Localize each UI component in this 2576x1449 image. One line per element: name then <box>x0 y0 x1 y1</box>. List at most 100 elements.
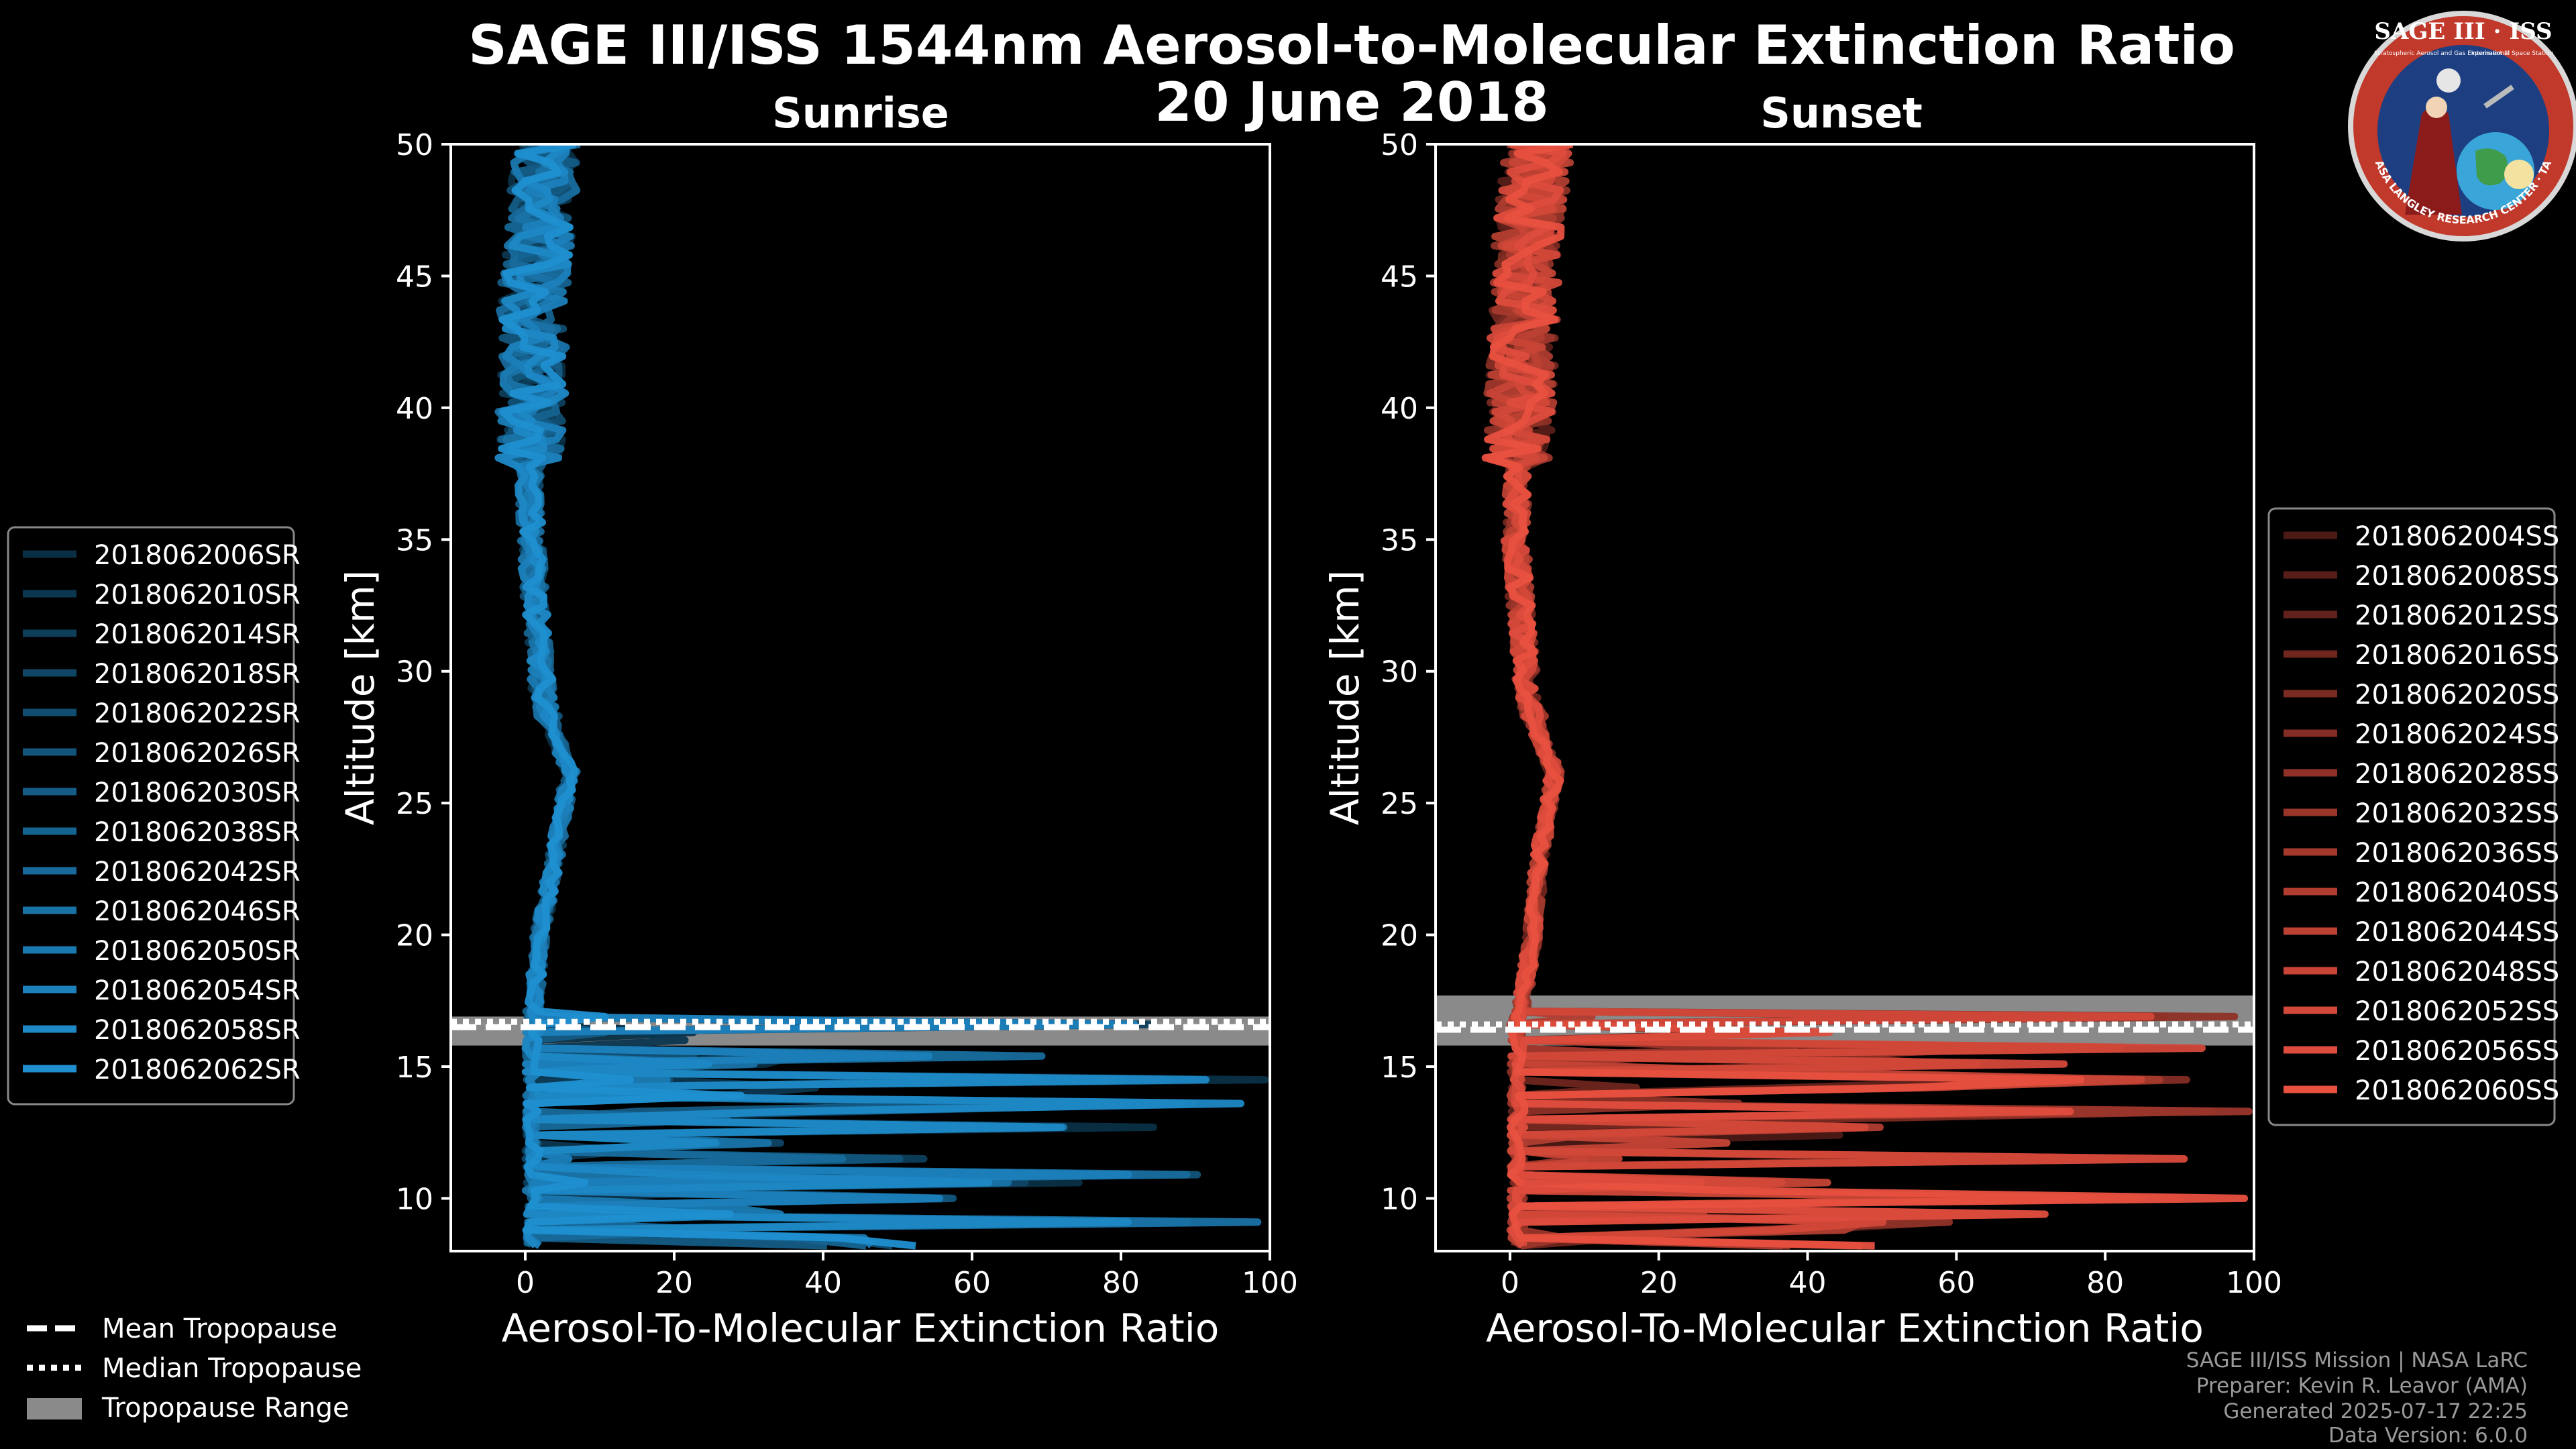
legend-label: 2018062056SS <box>2355 1036 2559 1067</box>
legend-label: 2018062016SS <box>2355 640 2559 671</box>
continent-icon <box>2475 148 2508 186</box>
logo-title: SAGE III · ISS <box>2374 18 2552 45</box>
legend-label: 2018062060SS <box>2355 1075 2559 1106</box>
sunrise-legend: 2018062006SR 2018062010SR 2018062014SR 2018… <box>7 526 301 1106</box>
figure-title: SAGE III/ISS 1544nm Aerosol-to-Molecular… <box>468 14 2235 76</box>
legend-label: 2018062040SS <box>2355 877 2559 908</box>
moon-icon <box>2436 68 2461 93</box>
sunset-panel: Sunset 10 15 20 25 30 35 40 45 50 0 20 40 60 80 100 Aero… <box>1322 89 2282 1351</box>
tropopause-range-swatch <box>27 1398 82 1419</box>
x-tick-label: 0 <box>516 1266 535 1300</box>
y-tick-label: 45 <box>396 260 433 294</box>
x-axis-label: Aerosol-To-Molecular Extinction Ratio <box>502 1305 1220 1351</box>
tropopause-range-label: Tropopause Range <box>101 1393 350 1424</box>
legend-label: 2018062020SS <box>2355 680 2559 710</box>
y-tick-label: 45 <box>1381 260 1418 294</box>
figure-date: 20 June 2018 <box>1155 71 1549 133</box>
series-line-2018062058SR <box>494 144 1245 1248</box>
legend-label: 2018062050SR <box>94 936 301 967</box>
y-tick-label: 25 <box>1381 787 1418 821</box>
median-tropopause-label: Median Tropopause <box>102 1353 362 1384</box>
tropopause-legend: Mean Tropopause Median Tropopause Tropop… <box>27 1313 362 1424</box>
sunset-legend: 2018062004SS 2018062008SS 2018062012SS 2018… <box>2267 507 2559 1126</box>
series-line-2018062056SS <box>1485 144 2074 1248</box>
y-tick-label: 20 <box>1381 919 1418 953</box>
legend-box <box>7 526 295 1106</box>
series-group <box>1481 144 2253 1250</box>
legend-label: 2018062018SR <box>94 659 301 690</box>
plot-frame <box>449 143 1271 1252</box>
y-tick-label: 15 <box>396 1051 433 1085</box>
y-tick-label: 30 <box>1381 655 1418 690</box>
credit-version: Data Version: 6.0.0 <box>2328 1424 2528 1448</box>
legend-label: 2018062024SS <box>2355 719 2559 750</box>
plot-frame <box>1434 143 2255 1252</box>
sunrise-panel: Sunrise 10 15 20 25 30 35 40 45 50 0 20 40 60 80 100 Aer… <box>337 89 1298 1351</box>
panel-title: Sunrise <box>772 89 949 138</box>
legend-label: 2018062062SR <box>94 1055 301 1085</box>
y-tick-label: 15 <box>1381 1051 1418 1085</box>
legend-label: 2018062030SR <box>94 777 301 808</box>
y-tick-label: 20 <box>396 919 433 953</box>
sun-icon <box>2504 160 2534 189</box>
legend-label: 2018062028SS <box>2355 759 2559 790</box>
logo-subtitle-1: Stratospheric Aerosol and Gas Experiment… <box>2374 50 2510 57</box>
y-tick-label: 35 <box>396 523 433 557</box>
y-tick-label: 30 <box>396 655 433 690</box>
y-tick-label: 10 <box>396 1182 433 1216</box>
x-tick-label: 0 <box>1501 1266 1519 1300</box>
legend-label: 2018062052SS <box>2355 996 2559 1027</box>
x-tick-label: 80 <box>2086 1266 2124 1300</box>
legend-label: 2018062042SR <box>94 857 301 888</box>
x-tick-label: 20 <box>655 1266 693 1300</box>
y-tick-label: 35 <box>1381 523 1418 557</box>
credit-generated: Generated 2025-07-17 22:25 <box>2223 1399 2528 1424</box>
legend-box <box>2267 507 2556 1126</box>
legend-label: 2018062026SR <box>94 738 301 769</box>
y-tick-label: 50 <box>396 128 433 162</box>
y-axis-label: Altitude [km] <box>337 570 383 825</box>
x-tick-label: 20 <box>1640 1266 1678 1300</box>
x-tick-label: 40 <box>804 1266 842 1300</box>
panel-title: Sunset <box>1760 89 1923 138</box>
legend-label: 2018062046SR <box>94 896 301 927</box>
x-axis-label: Aerosol-To-Molecular Extinction Ratio <box>1486 1305 2204 1351</box>
series-line-2018062060SS <box>1481 144 2249 1250</box>
y-tick-label: 10 <box>1381 1182 1418 1216</box>
legend-label: 2018062010SR <box>94 580 301 610</box>
x-tick-label: 100 <box>1242 1266 1298 1300</box>
legend-label: 2018062036SS <box>2355 838 2559 869</box>
y-axis-label: Altitude [km] <box>1322 570 1368 825</box>
legend-label: 2018062022SR <box>94 698 301 729</box>
series-line-2018062062SR <box>498 144 916 1250</box>
legend-label: 2018062044SS <box>2355 917 2559 948</box>
legend-label: 2018062038SR <box>94 817 301 848</box>
logo-subtitle-2: International Space Station <box>2471 50 2554 57</box>
x-tick-label: 60 <box>953 1266 991 1300</box>
y-tick-label: 40 <box>1381 392 1418 426</box>
legend-label: 2018062008SS <box>2355 561 2559 592</box>
iss-icon <box>2483 85 2514 109</box>
legend-label: 2018062032SS <box>2355 798 2559 829</box>
x-tick-label: 100 <box>2226 1266 2282 1300</box>
mean-tropopause-label: Mean Tropopause <box>102 1313 337 1344</box>
legend-label: 2018062004SS <box>2355 521 2559 552</box>
series-group <box>494 144 1269 1250</box>
legend-label: 2018062012SS <box>2355 600 2559 631</box>
legend-label: 2018062014SR <box>94 619 301 650</box>
x-tick-label: 60 <box>1937 1266 1975 1300</box>
legend-label: 2018062054SR <box>94 975 301 1006</box>
credit-mission: SAGE III/ISS Mission | NASA LaRC <box>2186 1348 2528 1373</box>
y-tick-label: 40 <box>396 392 433 426</box>
x-tick-label: 40 <box>1789 1266 1827 1300</box>
y-tick-label: 25 <box>396 787 433 821</box>
y-tick-label: 50 <box>1381 128 1418 162</box>
credit-preparer: Preparer: Kevin R. Leavor (AMA) <box>2196 1374 2528 1398</box>
credits: SAGE III/ISS Mission | NASA LaRC Prepare… <box>2186 1348 2528 1448</box>
legend-label: 2018062058SR <box>94 1015 301 1046</box>
legend-label: 2018062006SR <box>94 540 301 571</box>
x-tick-label: 80 <box>1102 1266 1140 1300</box>
legend-label: 2018062048SS <box>2355 957 2559 987</box>
astronomer-head-icon <box>2426 97 2447 118</box>
